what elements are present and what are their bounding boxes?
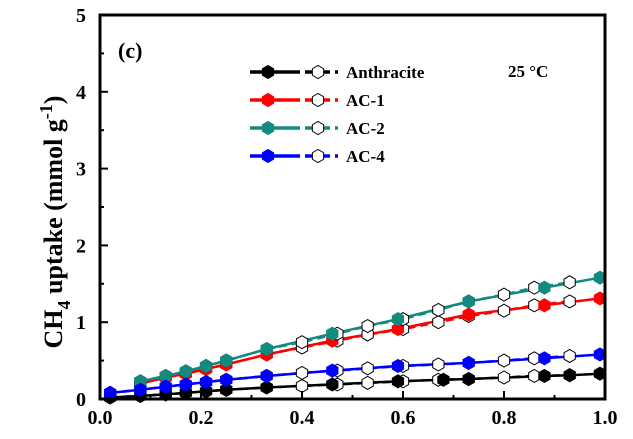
panel-label: (c) bbox=[118, 38, 142, 63]
adsorption-point bbox=[326, 363, 339, 378]
desorption-point bbox=[432, 302, 445, 317]
desorption-point bbox=[528, 368, 541, 384]
desorption-line bbox=[110, 373, 570, 399]
adsorption-point bbox=[563, 368, 576, 383]
desorption-point bbox=[432, 315, 445, 330]
adsorption-point bbox=[326, 326, 339, 341]
y-axis-label-rest: uptake (mmol g bbox=[39, 119, 68, 300]
adsorption-point bbox=[538, 368, 551, 384]
y-axis-label-main: CH bbox=[39, 309, 68, 348]
legend-item: AC-1 bbox=[250, 91, 385, 110]
desorption-point bbox=[563, 294, 576, 309]
series-ac-4 bbox=[103, 347, 607, 400]
desorption-point bbox=[295, 365, 309, 380]
legend-open-marker bbox=[311, 64, 325, 80]
adsorption-point bbox=[391, 312, 405, 327]
desorption-point bbox=[563, 348, 576, 364]
desorption-point bbox=[497, 370, 511, 385]
adsorption-point bbox=[159, 379, 172, 394]
adsorption-point bbox=[391, 358, 405, 374]
x-tick-label: 0.0 bbox=[88, 407, 113, 429]
legend-item: AC-4 bbox=[250, 147, 385, 166]
legend: Anthracite AC-1 AC-2 AC-4 bbox=[250, 63, 425, 166]
desorption-point bbox=[361, 361, 374, 376]
adsorption-point bbox=[437, 372, 450, 387]
adsorption-point bbox=[260, 342, 273, 357]
x-tick-label: 0.4 bbox=[290, 407, 315, 429]
legend-open-marker bbox=[311, 148, 325, 164]
desorption-point bbox=[528, 280, 541, 295]
x-tick-label: 0.6 bbox=[391, 407, 416, 429]
desorption-point bbox=[497, 287, 511, 302]
adsorption-point bbox=[199, 375, 213, 390]
adsorption-point bbox=[538, 280, 551, 295]
adsorption-point bbox=[179, 364, 192, 379]
adsorption-point bbox=[538, 351, 551, 366]
legend-filled-marker bbox=[261, 120, 275, 136]
y-tick-label: 4 bbox=[76, 82, 86, 104]
x-tick-label: 0.8 bbox=[492, 407, 517, 429]
legend-label: AC-1 bbox=[346, 91, 385, 110]
series-ac-2 bbox=[134, 270, 607, 389]
adsorption-point bbox=[260, 368, 273, 384]
y-axis-label-sup: -1 bbox=[36, 104, 56, 119]
y-tick-label: 2 bbox=[76, 235, 86, 257]
desorption-point bbox=[432, 357, 445, 372]
adsorption-point bbox=[462, 294, 475, 309]
adsorption-point bbox=[462, 371, 475, 387]
y-axis-label-sub: 4 bbox=[54, 300, 74, 309]
legend-open-marker bbox=[311, 120, 325, 136]
desorption-point bbox=[295, 335, 309, 350]
plot-frame bbox=[98, 13, 607, 401]
desorption-point bbox=[528, 298, 541, 313]
adsorption-point bbox=[220, 372, 233, 387]
y-tick-label: 0 bbox=[76, 389, 86, 411]
desorption-line bbox=[109, 354, 570, 395]
x-tick-label: 0.2 bbox=[189, 407, 214, 429]
desorption-point bbox=[497, 353, 511, 368]
axis-ticks: 0.0 0.2 0.4 0.6 0.8 1.0 0 1 2 3 4 5 bbox=[76, 5, 618, 429]
adsorption-point bbox=[220, 353, 233, 368]
legend-label: Anthracite bbox=[346, 63, 425, 82]
y-tick-label: 3 bbox=[76, 159, 86, 181]
desorption-point bbox=[563, 275, 576, 290]
desorption-point bbox=[528, 351, 541, 366]
adsorption-point bbox=[220, 382, 233, 397]
y-axis-label-close: ) bbox=[39, 96, 68, 105]
adsorption-point bbox=[462, 307, 475, 322]
desorption-point bbox=[361, 375, 374, 390]
desorption-point bbox=[497, 303, 511, 318]
legend-label: AC-2 bbox=[346, 119, 385, 138]
legend-item: Anthracite bbox=[250, 63, 425, 82]
adsorption-point bbox=[260, 380, 273, 395]
legend-filled-marker bbox=[261, 64, 275, 80]
y-tick-label: 1 bbox=[76, 312, 86, 334]
plot-area bbox=[103, 270, 607, 405]
legend-open-marker bbox=[311, 92, 325, 108]
adsorption-point bbox=[391, 374, 405, 389]
adsorption-point bbox=[103, 385, 117, 400]
adsorption-point bbox=[134, 382, 147, 397]
legend-item: AC-2 bbox=[250, 119, 385, 138]
y-axis-label: CH4 uptake (mmol g-1) bbox=[36, 96, 74, 349]
adsorption-point bbox=[199, 358, 213, 374]
desorption-point bbox=[361, 318, 374, 334]
y-tick-label: 5 bbox=[76, 5, 86, 27]
adsorption-point bbox=[462, 355, 475, 370]
legend-filled-marker bbox=[261, 148, 275, 164]
legend-filled-marker bbox=[261, 92, 275, 108]
adsorption-point bbox=[538, 298, 551, 313]
legend-label: AC-4 bbox=[346, 147, 385, 166]
temperature-annotation: 25 °C bbox=[508, 62, 548, 81]
adsorption-point bbox=[179, 377, 192, 392]
adsorption-point bbox=[326, 377, 339, 392]
x-tick-label: 1.0 bbox=[593, 407, 618, 429]
desorption-point bbox=[295, 378, 309, 394]
